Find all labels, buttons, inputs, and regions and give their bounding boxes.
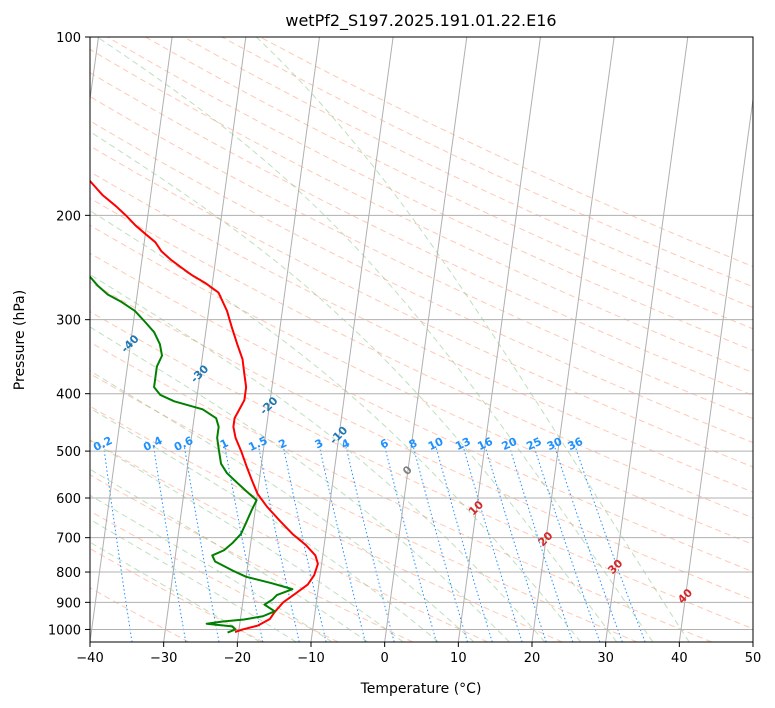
x-tick-label: 20	[524, 651, 541, 666]
dry-adiabat-line	[90, 548, 264, 642]
dry-adiabat-line	[107, 37, 753, 352]
mixing-ratio-label: 36	[566, 435, 586, 453]
plot-area: 0.10.20.40.611.52346810131620253036-100-…	[90, 37, 753, 642]
y-tick-label: 1000	[48, 623, 81, 638]
mixing-ratio-line	[484, 445, 547, 642]
mixing-ratio-line	[318, 445, 366, 642]
moist-adiabat-line	[90, 439, 404, 642]
mixing-ratio-line	[152, 445, 187, 642]
x-tick-label: −10	[297, 651, 324, 666]
mixing-ratio-line	[103, 445, 133, 642]
mixing-ratio-line	[574, 445, 646, 642]
mixing-ratio-line	[384, 445, 437, 642]
dry-adiabat-line	[90, 510, 339, 642]
temperature-profile-line	[90, 179, 319, 633]
x-axis-ticks: −40 −30 −20 −10 0 10 20 30 40 50	[76, 642, 761, 666]
moist-adiabat-line	[256, 37, 690, 642]
moist-adiabat-line	[90, 541, 261, 642]
dry-adiabat-line	[90, 311, 753, 630]
x-tick-label: −30	[150, 651, 177, 666]
dry-adiabat-line	[90, 72, 753, 396]
mixing-ratio-line	[462, 445, 523, 642]
mixing-ratio-line	[435, 445, 493, 642]
x-tick-label: 30	[597, 651, 614, 666]
y-axis-label: Pressure (hPa)	[12, 290, 28, 390]
mixing-ratio-line	[412, 445, 468, 642]
y-tick-label: 200	[56, 209, 81, 224]
dry-adiabat-line	[90, 252, 753, 573]
mixing-ratio-line	[282, 445, 327, 642]
isobars	[90, 37, 753, 630]
y-tick-label: 700	[56, 532, 81, 547]
isotherm-line	[457, 37, 541, 642]
dry-adiabat-line	[90, 373, 638, 642]
mixing-ratio-line	[553, 445, 623, 642]
dry-adiabat-line	[90, 439, 488, 642]
moist-adiabat-line	[90, 370, 475, 642]
y-tick-label: 100	[56, 31, 81, 46]
mixing-ratio-label: 16	[475, 435, 495, 453]
mixing-ratio-label: 20	[500, 435, 520, 453]
isotherm-line	[163, 37, 247, 642]
x-tick-label: −20	[224, 651, 251, 666]
mixing-ratio-label: 30	[545, 435, 565, 453]
y-tick-label: 800	[56, 566, 81, 581]
mixing-ratio-lines	[103, 445, 646, 642]
y-tick-label: 400	[56, 388, 81, 403]
isotherm-line	[384, 37, 468, 642]
dry-adiabat-line	[90, 405, 563, 642]
isotherm-line	[90, 37, 173, 642]
x-tick-label: 50	[745, 651, 762, 666]
moist-adiabat-line	[90, 210, 582, 642]
y-tick-label: 900	[56, 596, 81, 611]
isotherm-line	[236, 37, 320, 642]
y-tick-label: 600	[56, 492, 81, 507]
x-tick-label: −40	[76, 651, 103, 666]
dry-adiabat-line	[221, 37, 753, 288]
plot-frame	[89, 36, 754, 643]
moist-adiabat-line	[90, 273, 546, 642]
mixing-ratio-line	[533, 445, 601, 642]
mixing-ratio-label: 25	[524, 435, 543, 453]
x-tick-label: 10	[450, 651, 467, 666]
x-axis-label: Temperature (°C)	[360, 681, 482, 697]
isotherm-line	[310, 37, 394, 642]
mixing-ratio-label: 10	[426, 435, 446, 453]
dry-adiabat-line	[90, 341, 712, 642]
dry-adiabat-line	[90, 224, 753, 546]
dry-adiabat-line	[90, 95, 753, 420]
x-tick-label: 40	[671, 651, 688, 666]
mixing-ratio-line	[183, 445, 220, 642]
chart-title: wetPf2_S197.2025.191.01.22.E16	[285, 11, 556, 31]
profile-series	[90, 179, 319, 634]
dewpoint-profile-line	[90, 275, 294, 634]
y-tick-label: 500	[56, 445, 81, 460]
isotherm-line	[605, 37, 689, 642]
dry-adiabats	[90, 37, 753, 642]
dry-adiabat-line	[145, 37, 753, 330]
mixing-ratio-line	[508, 445, 574, 642]
y-tick-label: 300	[56, 314, 81, 329]
mixing-ratio-label: 13	[453, 435, 472, 453]
dry-adiabat-line	[90, 281, 753, 601]
dry-adiabat-line	[90, 197, 753, 519]
isotherm-line	[678, 95, 753, 642]
mixing-ratio-line	[257, 445, 300, 642]
isotherm-line	[531, 37, 615, 642]
moist-adiabat-line	[96, 37, 654, 642]
dry-adiabat-line	[90, 171, 753, 493]
y-axis-ticks: 100 200 300 400 500 600 700 800 900 1000	[48, 31, 90, 638]
x-tick-label: 0	[381, 651, 389, 666]
isotherms	[90, 37, 753, 642]
